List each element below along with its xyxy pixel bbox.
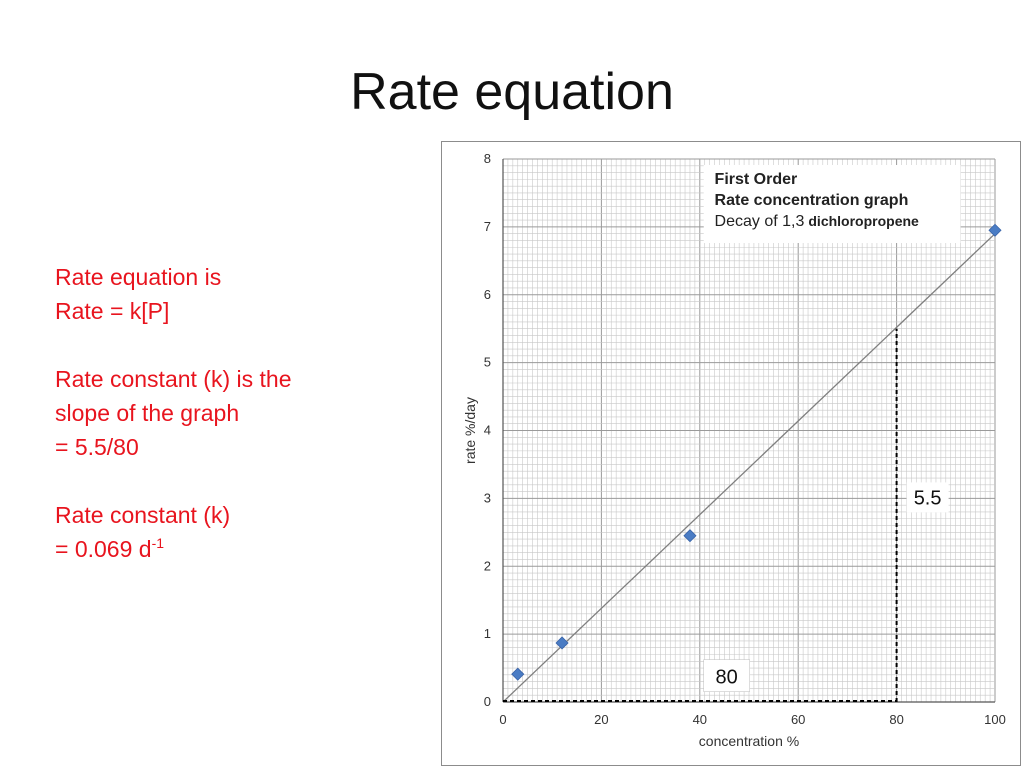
chart-subtitle-part: Decay of 1,3 <box>715 213 805 230</box>
y-tick-label: 7 <box>484 219 491 234</box>
chart-title-line: First Order <box>715 171 798 188</box>
trendline <box>502 233 996 703</box>
notes-line-rate: = 0.069 d-1 <box>55 532 415 566</box>
notes-line: = 5.5/80 <box>55 434 139 460</box>
chart-subtitle: Decay of 1,3 dichloropropene <box>715 213 919 230</box>
data-point <box>683 529 697 543</box>
notes-spacer <box>55 328 415 362</box>
notes-line: Rate constant (k) is the <box>55 366 292 392</box>
x-axis-label: concentration % <box>699 733 799 749</box>
run-label-box <box>703 659 750 692</box>
chart-subtitle-compound: dichloropropene <box>808 213 919 229</box>
y-tick-label: 5 <box>484 355 491 370</box>
x-tick-label: 60 <box>791 712 805 727</box>
y-tick-label: 6 <box>484 287 491 302</box>
y-tick-label: 4 <box>484 423 491 438</box>
x-tick-label: 20 <box>594 712 608 727</box>
notes-line: Rate constant (k) <box>55 502 231 528</box>
rise-label-box <box>906 482 949 513</box>
notes-spacer <box>55 464 415 498</box>
rate-unit-exponent: -1 <box>151 535 165 551</box>
data-point <box>988 223 1002 237</box>
x-tick-label: 40 <box>693 712 707 727</box>
notes-line: slope of the graph <box>55 400 240 426</box>
rise-label: 5.5 <box>914 487 942 509</box>
x-tick-label: 100 <box>984 712 1006 727</box>
y-tick-label: 0 <box>484 694 491 709</box>
chart-frame: 0 20 40 60 80 100 0 1 2 3 4 5 6 7 8 concentration % rate… <box>441 141 1021 766</box>
notes-line: Rate = k[P] <box>55 298 170 324</box>
y-tick-label: 8 <box>484 151 491 166</box>
rate-concentration-chart: 0 20 40 60 80 100 0 1 2 3 4 5 6 7 8 concentration % rate… <box>462 151 1006 749</box>
data-point <box>555 636 569 650</box>
title-box <box>703 165 961 243</box>
chart-title-line: Rate concentration graph <box>715 192 909 209</box>
y-tick-label: 2 <box>484 558 491 573</box>
run-label: 80 <box>716 667 738 689</box>
x-tick-label: 80 <box>889 712 903 727</box>
notes-text: Rate equation is Rate = k[P] Rate consta… <box>55 260 415 566</box>
rate-value: = 0.069 d <box>55 536 152 562</box>
x-tick-label: 0 <box>499 712 506 727</box>
notes-line: Rate equation is <box>55 264 222 290</box>
y-tick-label: 1 <box>484 626 491 641</box>
slide-title: Rate equation <box>350 63 674 121</box>
data-point <box>511 667 525 681</box>
y-tick-label: 3 <box>484 490 491 505</box>
y-axis-label: rate %/day <box>462 397 478 464</box>
